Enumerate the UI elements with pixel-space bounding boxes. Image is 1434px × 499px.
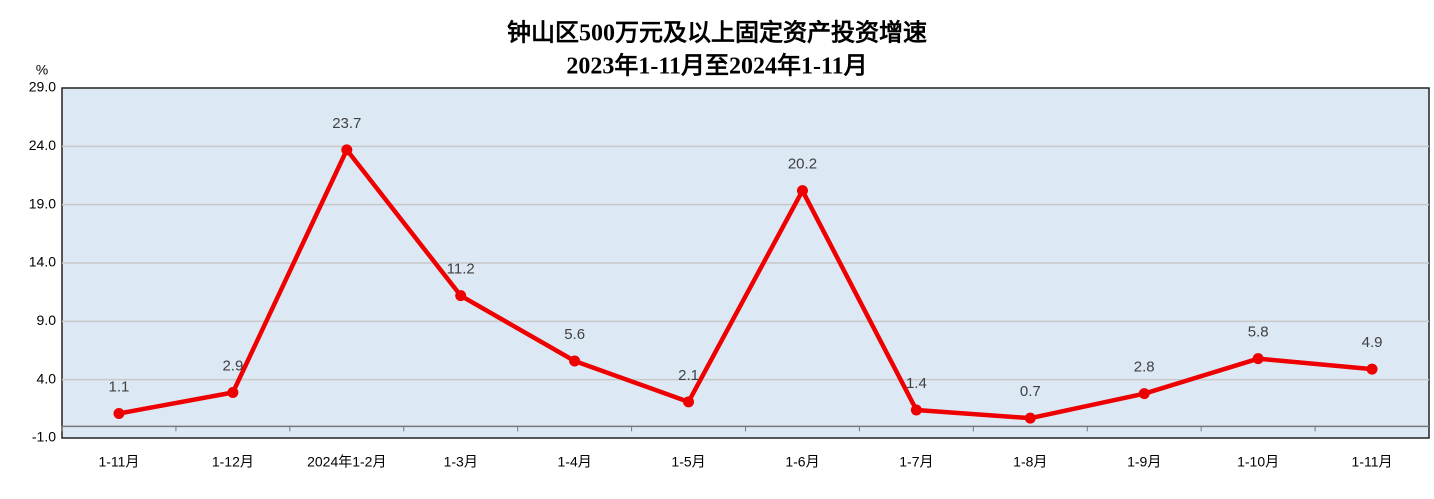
data-point xyxy=(341,144,353,156)
x-tick-label: 1-3月 xyxy=(444,454,478,470)
data-label: 11.2 xyxy=(447,261,475,278)
x-tick-label: 1-11月 xyxy=(1352,454,1393,470)
data-point xyxy=(910,404,922,416)
y-tick-label: -1.0 xyxy=(32,429,56,445)
y-tick-label: 19.0 xyxy=(29,195,56,211)
y-tick-label: 14.0 xyxy=(29,254,56,270)
data-label: 0.7 xyxy=(1020,383,1041,400)
data-point xyxy=(227,387,239,398)
x-tick-label: 1-12月 xyxy=(212,454,254,470)
data-label: 20.2 xyxy=(788,156,817,173)
data-point xyxy=(569,355,581,367)
x-tick-label: 1-4月 xyxy=(558,454,592,470)
x-tick-label: 1-11月 xyxy=(98,454,139,470)
data-label: 2.9 xyxy=(222,357,243,374)
data-label: 2.8 xyxy=(1134,359,1155,376)
y-axis-label: % xyxy=(36,62,48,78)
data-point xyxy=(1138,388,1150,400)
data-label: 1.1 xyxy=(109,378,130,395)
data-point xyxy=(455,290,467,302)
x-tick-label: 1-5月 xyxy=(671,454,705,470)
x-tick-label: 1-7月 xyxy=(899,454,933,470)
chart-title: 钟山区500万元及以上固定资产投资增速 xyxy=(507,19,927,47)
data-label: 5.6 xyxy=(564,326,585,343)
data-label: 23.7 xyxy=(332,115,361,132)
data-point xyxy=(1252,353,1264,365)
y-tick-label: 29.0 xyxy=(29,79,56,95)
y-tick-label: 9.0 xyxy=(37,312,57,328)
data-line xyxy=(118,147,1373,421)
chart-subtitle: 2023年1-11月至2024年1-11月 xyxy=(566,52,867,80)
x-tick-label: 1-9月 xyxy=(1127,454,1161,470)
data-point xyxy=(1366,363,1378,375)
data-label: 1.4 xyxy=(906,375,927,392)
data-label: 5.8 xyxy=(1248,324,1269,341)
data-point xyxy=(113,408,125,419)
data-point xyxy=(1024,412,1036,424)
data-label: 2.1 xyxy=(678,367,699,384)
y-tick-label: 4.0 xyxy=(37,370,57,386)
y-tick-label: 24.0 xyxy=(29,137,56,153)
x-tick-label: 1-8月 xyxy=(1013,454,1047,470)
data-label: 4.9 xyxy=(1362,334,1383,351)
x-tick-label: 1-10月 xyxy=(1237,454,1279,470)
x-tick-label: 2024年1-2月 xyxy=(307,454,386,470)
x-tick-label: 1-6月 xyxy=(785,454,819,470)
data-point xyxy=(796,185,808,197)
data-point xyxy=(683,396,695,408)
